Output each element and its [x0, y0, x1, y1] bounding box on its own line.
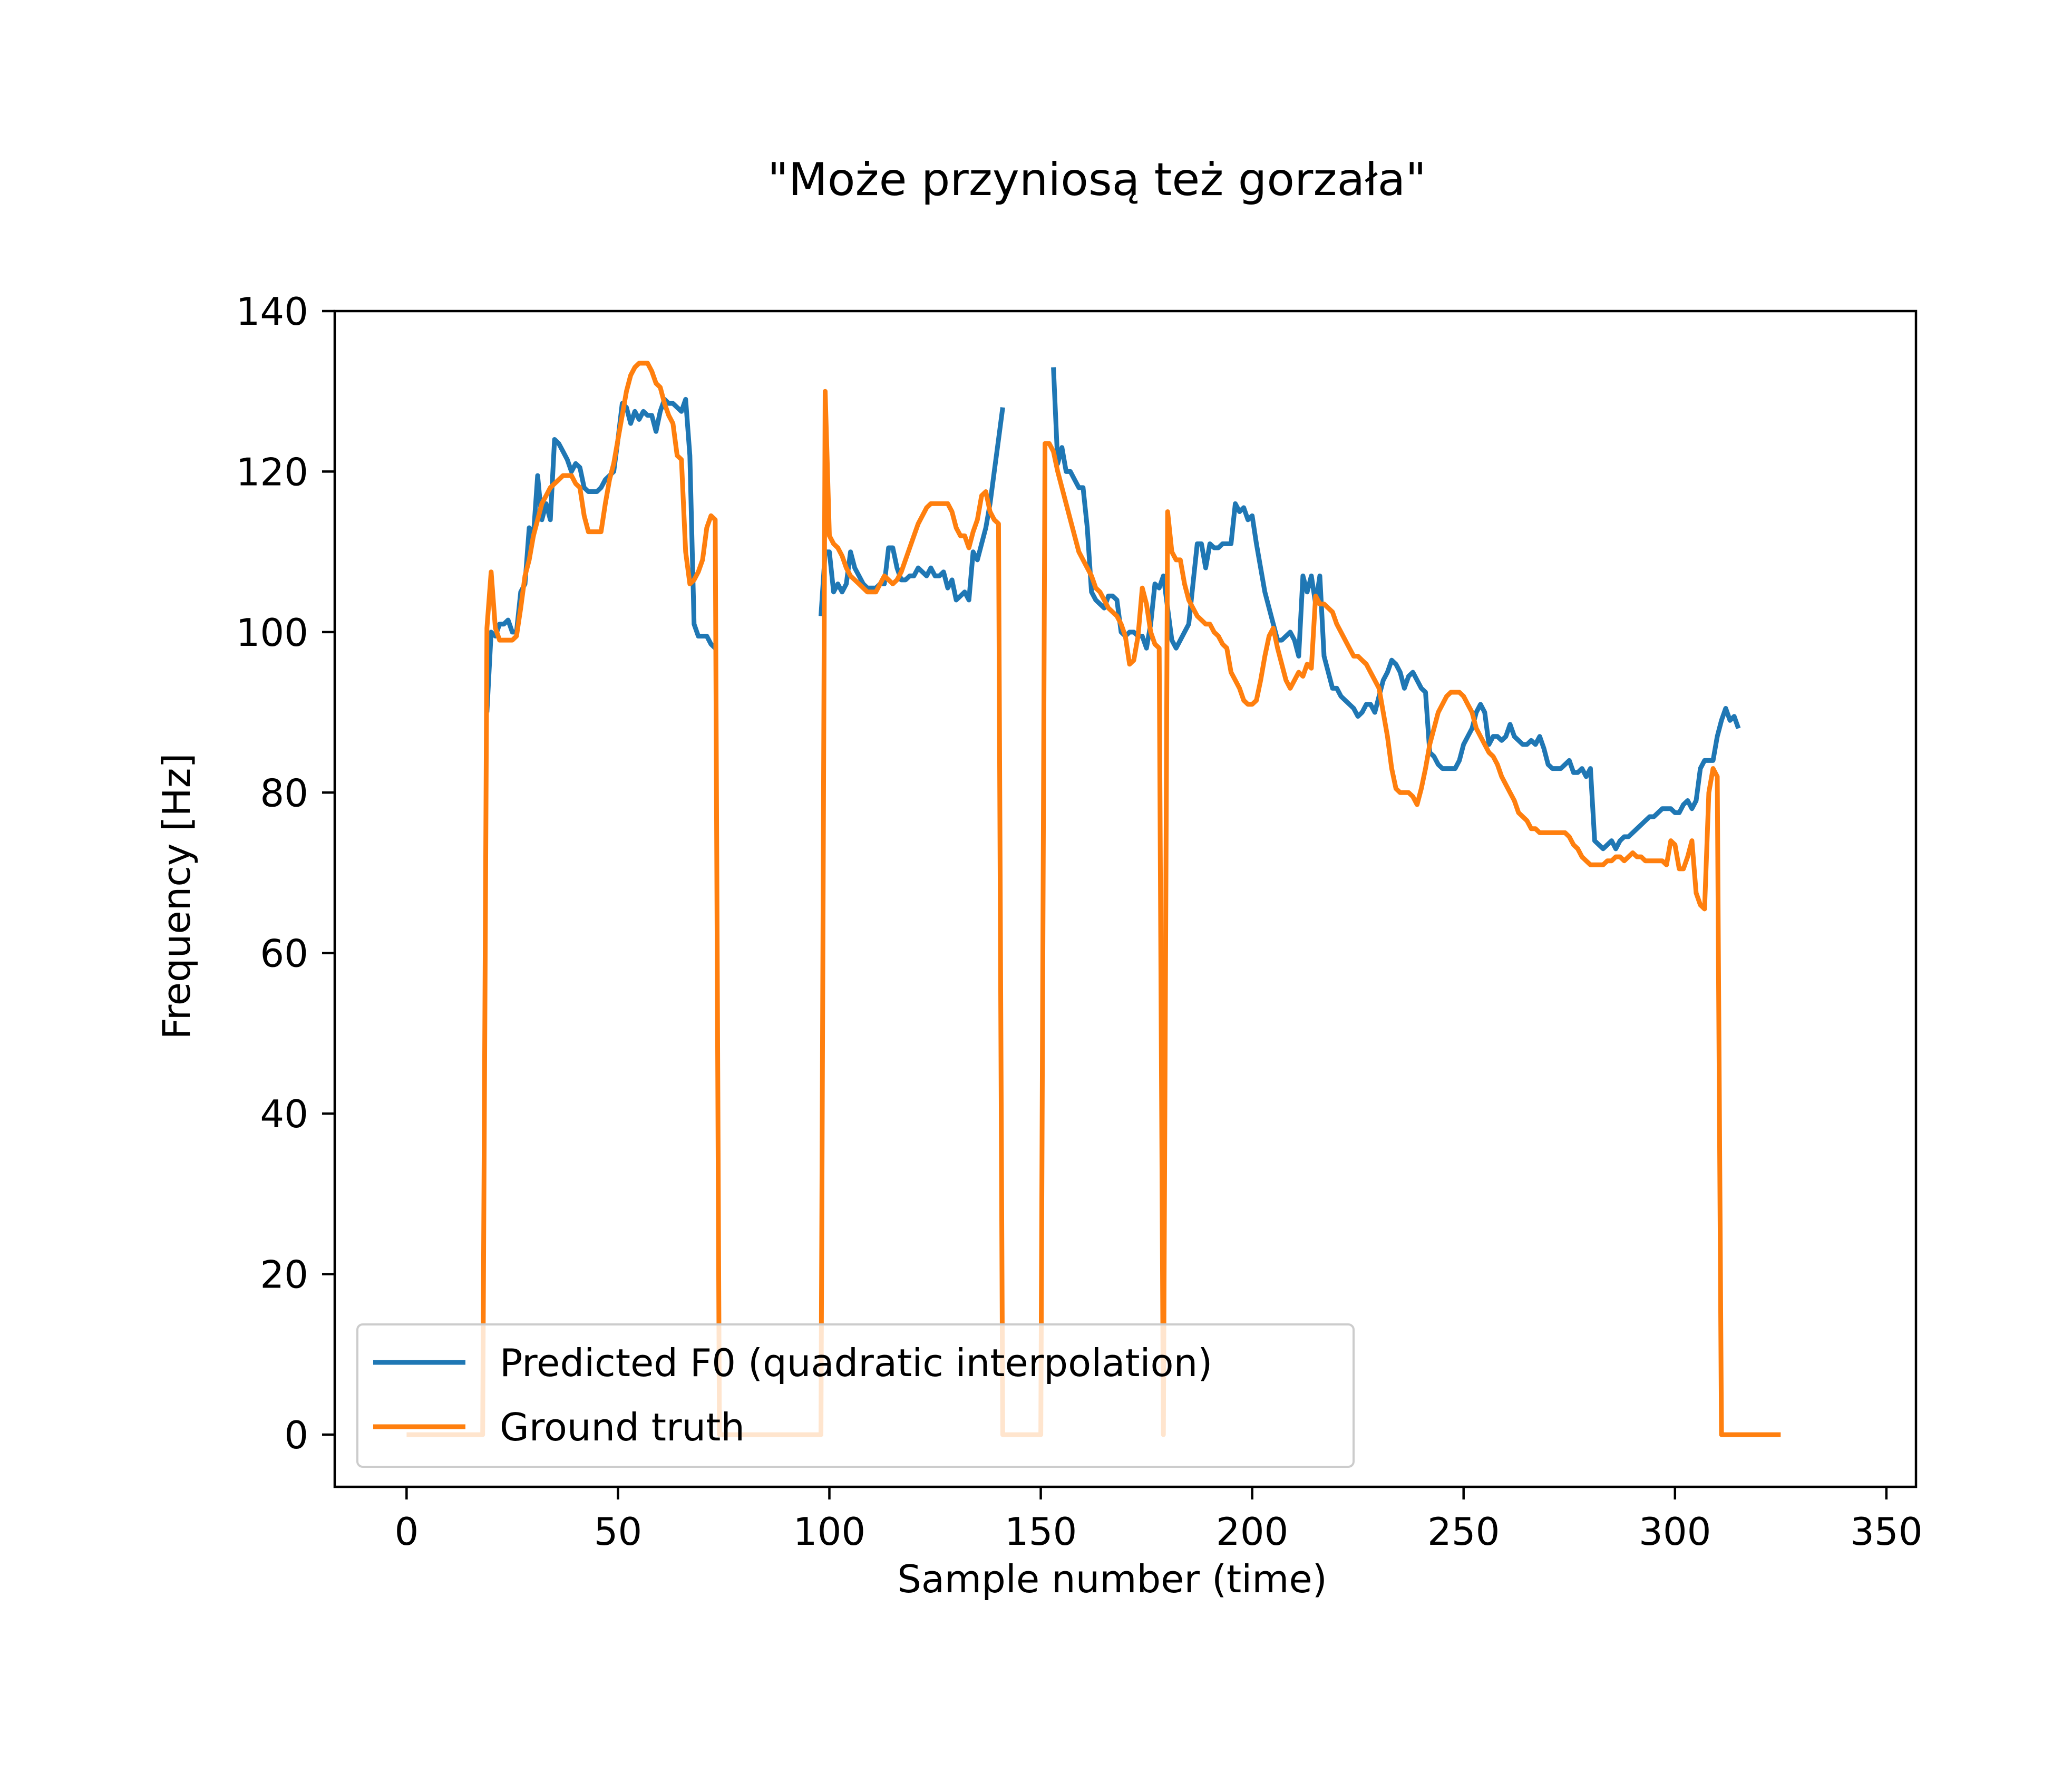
y-tick-label: 80	[260, 771, 308, 815]
y-tick-label: 100	[236, 611, 308, 655]
x-axis-ticks: 0 50 100 150 200 250 300 350	[394, 1487, 1923, 1554]
x-tick-label: 350	[1850, 1509, 1922, 1554]
y-tick-label: 60	[260, 932, 308, 976]
chart-title: "Może przyniosą też gorzała"	[767, 153, 1426, 206]
y-tick-label: 20	[260, 1253, 308, 1297]
series-line-1-segment-1	[484, 396, 717, 713]
legend-label-1: Predicted F0 (quadratic interpolation)	[500, 1341, 1212, 1385]
series-line-1-segment-2	[819, 407, 1005, 616]
x-tick-label: 0	[394, 1509, 419, 1554]
y-tick-label: 140	[236, 289, 308, 334]
legend-box	[356, 1323, 1355, 1468]
axes-frame	[333, 309, 1918, 1488]
series-line-2-segment-1	[406, 361, 1781, 1437]
legend-label-2: Ground truth	[500, 1405, 745, 1449]
x-tick-label: 100	[793, 1509, 865, 1554]
x-tick-label: 50	[594, 1509, 643, 1554]
y-axis-label: Frequency [Hz]	[154, 753, 199, 1040]
series-line-1-segment-3	[1051, 367, 1741, 851]
y-tick-label: 40	[260, 1092, 308, 1136]
plot-lines	[406, 361, 1781, 1437]
y-axis-ticks: 0 20 40 60 80 100 120 140	[236, 289, 335, 1457]
y-tick-label: 120	[236, 450, 308, 494]
legend: Predicted F0 (quadratic interpolation) Gr…	[356, 1323, 1355, 1468]
y-tick-label: 0	[284, 1413, 308, 1457]
x-tick-label: 250	[1427, 1509, 1500, 1554]
x-axis-label: Sample number (time)	[897, 1557, 1327, 1601]
x-tick-label: 300	[1639, 1509, 1711, 1554]
x-tick-label: 200	[1216, 1509, 1288, 1554]
x-tick-label: 150	[1005, 1509, 1077, 1554]
